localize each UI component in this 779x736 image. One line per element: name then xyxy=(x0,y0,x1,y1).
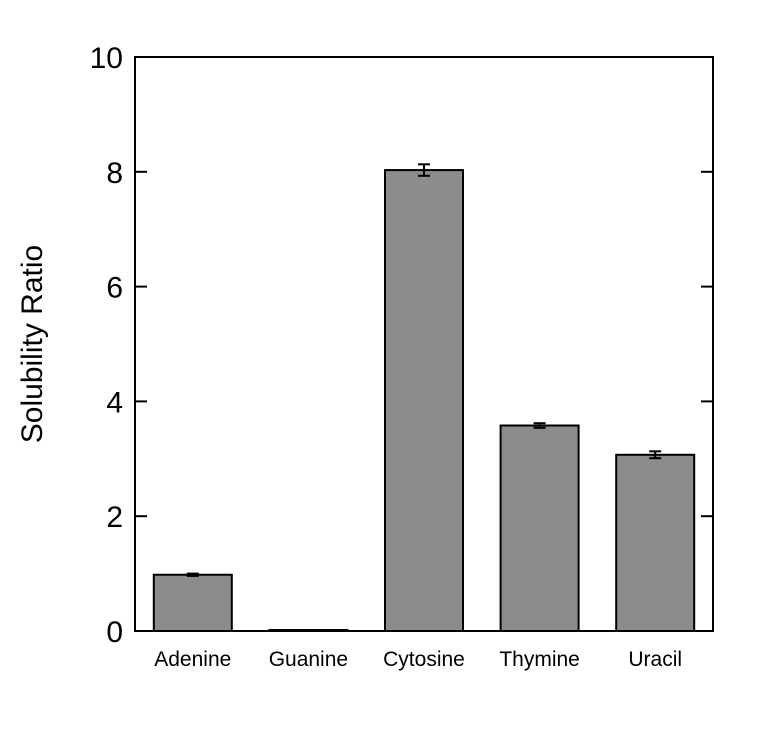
y-tick-label: 2 xyxy=(106,501,123,534)
error-bar-cytosine xyxy=(418,163,430,177)
y-axis-label: Solubility Ratio xyxy=(16,245,49,443)
x-tick-label-guanine: Guanine xyxy=(269,648,348,671)
bar-cytosine xyxy=(384,169,464,632)
y-tick-label: 6 xyxy=(106,272,123,305)
plot-area-frame xyxy=(134,56,714,632)
error-bar-thymine xyxy=(533,422,546,429)
x-tick-label-adenine: Adenine xyxy=(154,648,231,671)
y-tick-label: 4 xyxy=(106,386,123,419)
bars-layer xyxy=(152,169,696,633)
x-tick-label-thymine: Thymine xyxy=(499,648,580,671)
x-tick-label-cytosine: Cytosine xyxy=(383,648,465,671)
error-bar-adenine xyxy=(186,572,199,577)
bar-adenine xyxy=(152,573,233,632)
y-tick-label: 0 xyxy=(106,616,123,649)
y-tick-label: 10 xyxy=(90,42,123,75)
bar-uracil xyxy=(615,453,696,633)
bar-thymine xyxy=(499,424,580,632)
x-tick-label-uracil: Uracil xyxy=(628,648,682,671)
error-bars-layer xyxy=(186,163,662,577)
error-bar-uracil xyxy=(649,450,662,460)
y-tick-label: 8 xyxy=(106,157,123,190)
y-axis-ticks: 0 2 4 6 8 10 xyxy=(90,42,713,649)
x-axis-ticks: Adenine Guanine Cytosine Thymine Uracil xyxy=(154,648,682,671)
